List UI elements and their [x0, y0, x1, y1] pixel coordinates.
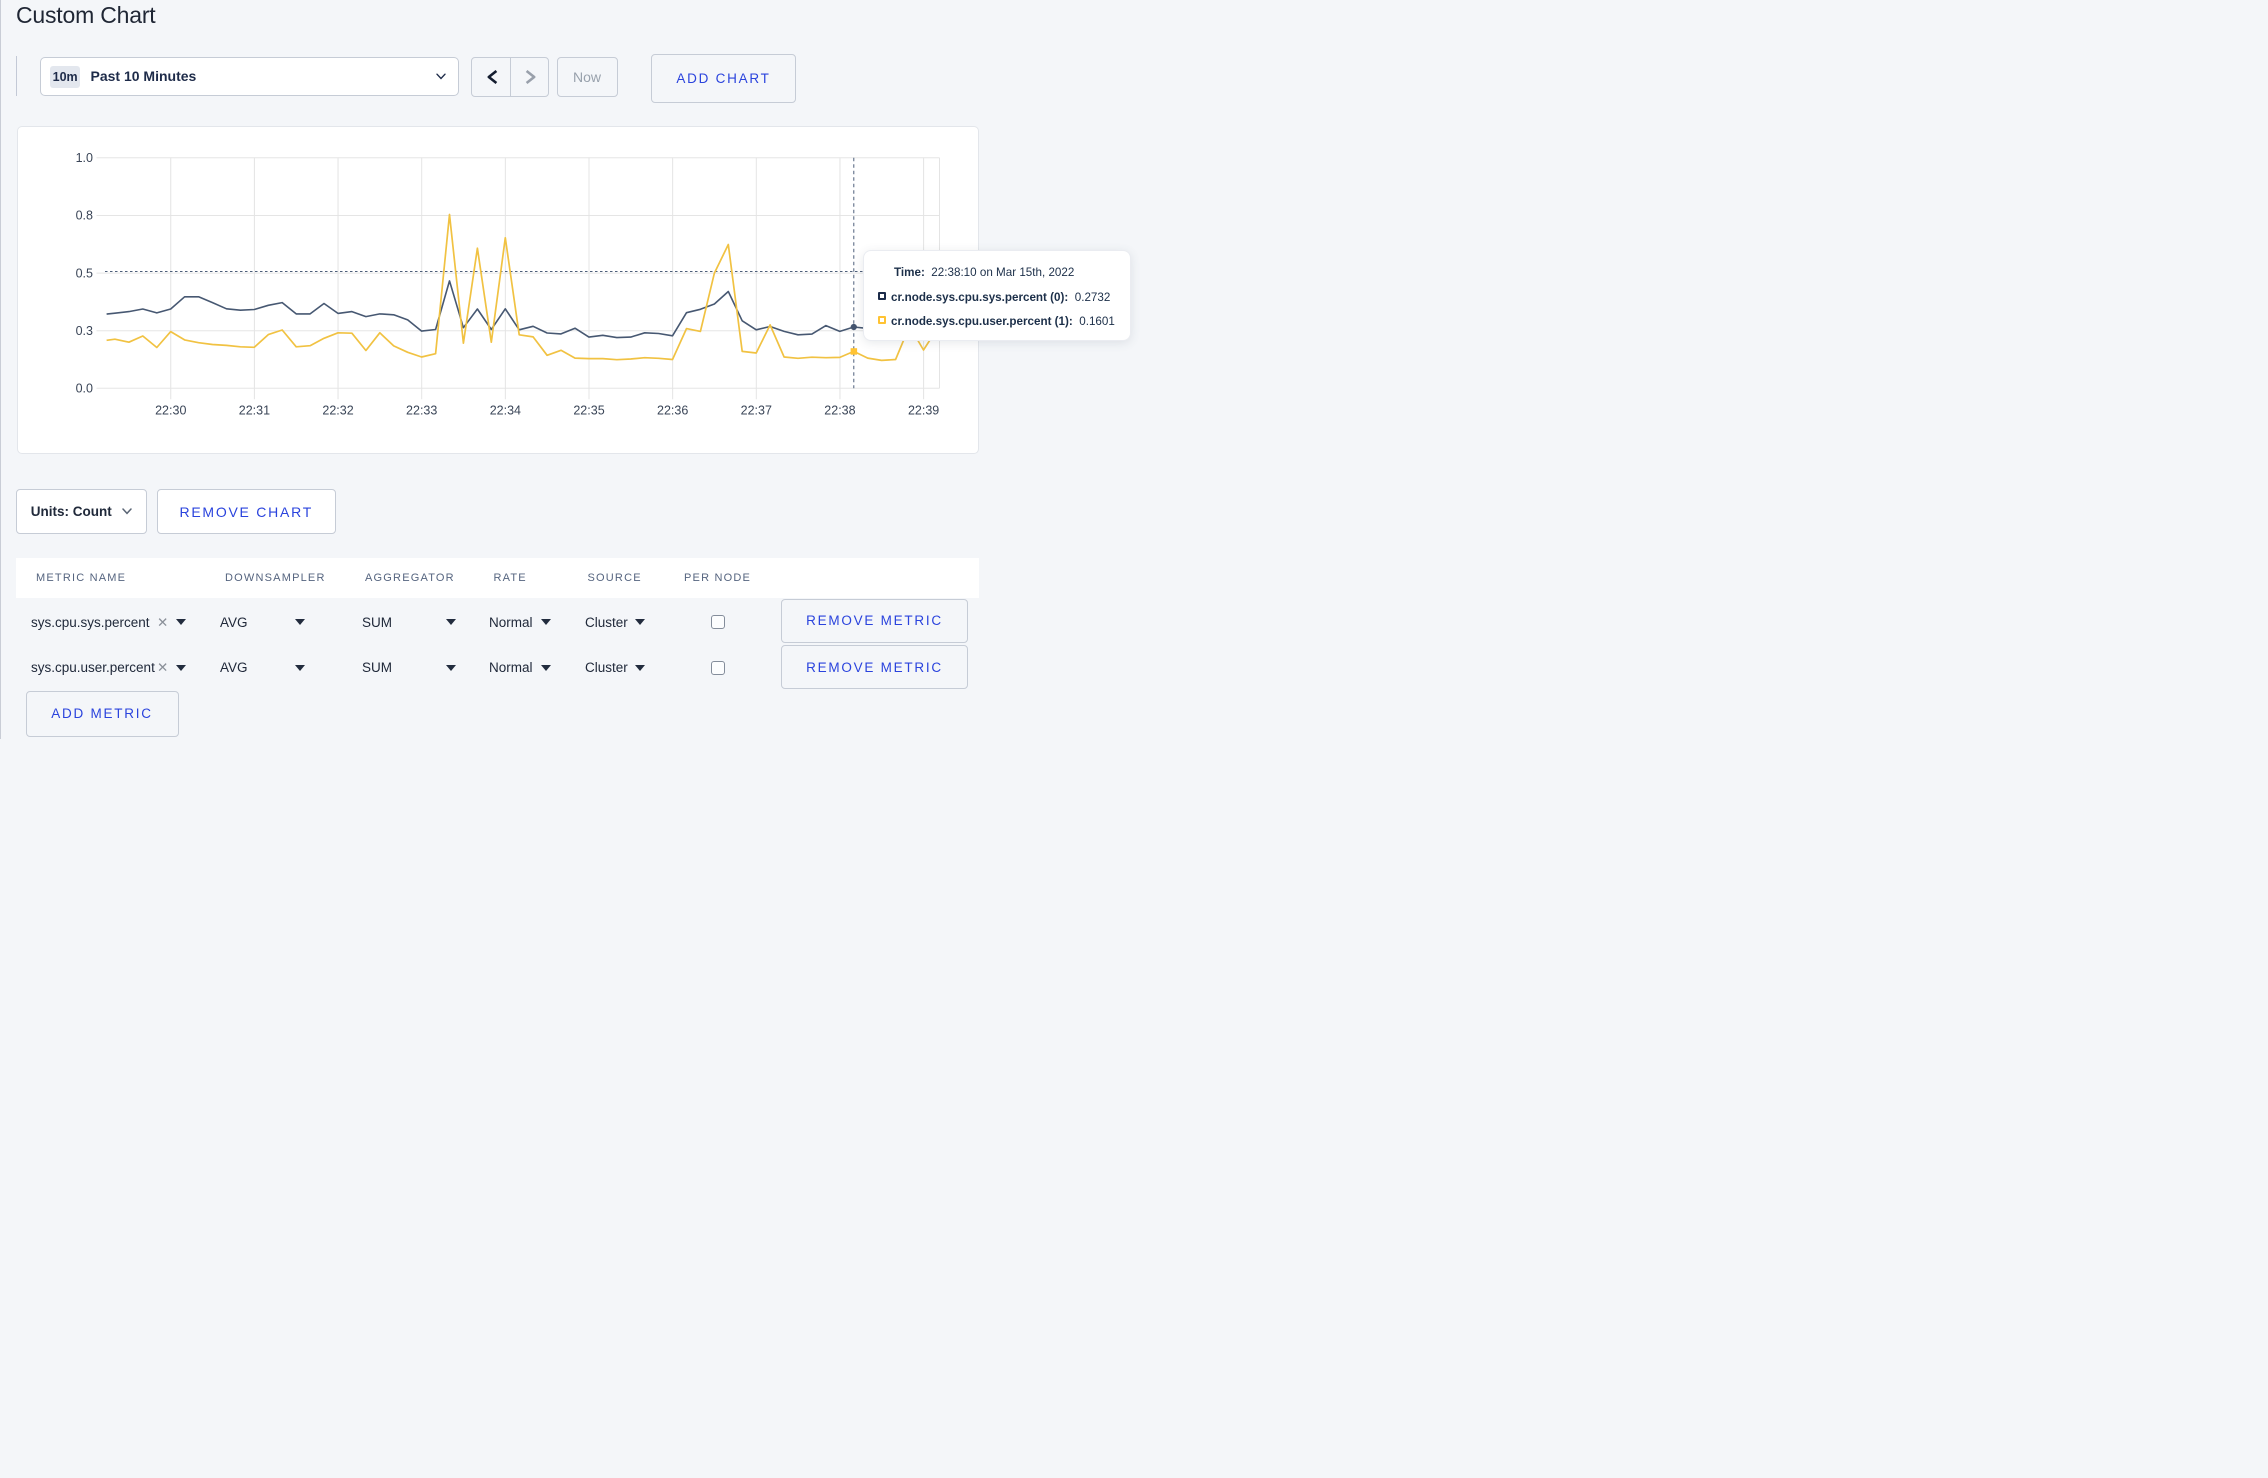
svg-text:22:39: 22:39	[908, 404, 939, 418]
svg-text:22:34: 22:34	[490, 404, 521, 418]
svg-text:22:37: 22:37	[741, 404, 772, 418]
svg-text:22:31: 22:31	[239, 404, 270, 418]
svg-text:22:35: 22:35	[573, 404, 604, 418]
svg-text:22:38: 22:38	[824, 404, 855, 418]
svg-text:1.0: 1.0	[76, 151, 93, 165]
svg-text:0.0: 0.0	[76, 382, 93, 396]
svg-text:0.5: 0.5	[76, 266, 93, 280]
svg-text:0.8: 0.8	[76, 209, 93, 223]
svg-text:22:33: 22:33	[406, 404, 437, 418]
svg-text:0.3: 0.3	[76, 324, 93, 338]
svg-text:22:30: 22:30	[155, 404, 186, 418]
svg-text:22:32: 22:32	[322, 404, 353, 418]
svg-text:22:36: 22:36	[657, 404, 688, 418]
